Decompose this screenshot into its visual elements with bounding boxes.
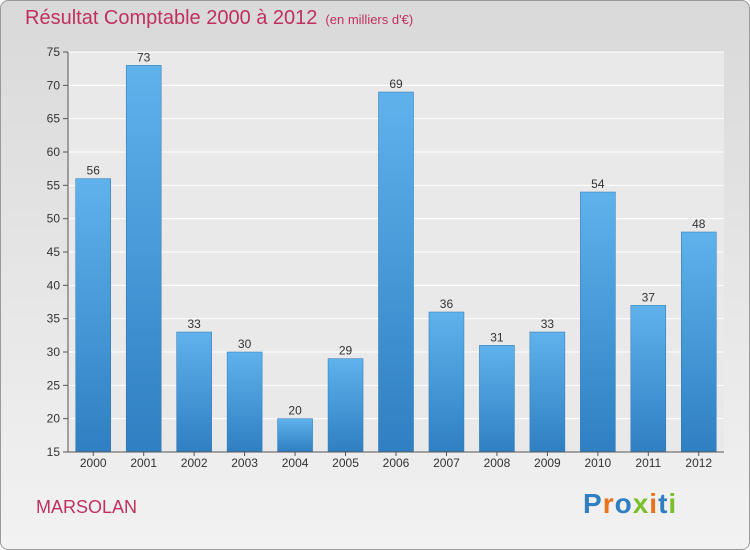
logo-letter: t bbox=[658, 488, 669, 519]
bar bbox=[580, 191, 616, 453]
data-label: 54 bbox=[591, 177, 605, 191]
y-tick-label: 45 bbox=[47, 245, 61, 259]
chart-title: Résultat Comptable 2000 à 2012 (en millie… bbox=[25, 7, 413, 30]
x-tick-label: 2008 bbox=[484, 456, 511, 470]
y-tick-label: 65 bbox=[47, 112, 61, 126]
bar bbox=[529, 331, 566, 453]
x-tick-label: 2007 bbox=[433, 456, 460, 470]
bar bbox=[75, 178, 111, 453]
data-label: 33 bbox=[187, 317, 201, 331]
y-tick-label: 40 bbox=[47, 278, 61, 292]
data-label: 36 bbox=[440, 297, 454, 311]
bar bbox=[479, 345, 515, 453]
x-tick-label: 2011 bbox=[635, 456, 661, 470]
bar bbox=[630, 305, 667, 453]
y-tick-label: 60 bbox=[47, 145, 61, 159]
x-tick-label: 2000 bbox=[80, 456, 107, 470]
chart-title-text: Résultat Comptable 2000 à 2012 bbox=[25, 7, 318, 29]
proxiti-logo[interactable]: Proxiti bbox=[583, 488, 677, 520]
y-tick-label: 30 bbox=[47, 345, 61, 359]
bar bbox=[125, 65, 162, 453]
data-label: 20 bbox=[288, 404, 302, 418]
y-tick-label: 25 bbox=[47, 378, 61, 392]
chart-subtitle: (en milliers d'€) bbox=[325, 12, 414, 27]
bar bbox=[277, 418, 313, 453]
logo-letter: i bbox=[649, 488, 659, 519]
y-tick-label: 20 bbox=[47, 412, 61, 426]
logo-letter: P bbox=[583, 488, 603, 519]
labels: 15 20 25 30 35 40 45 50 55 60 65 70 75 56 2000 73 2001 33… bbox=[47, 45, 713, 470]
logo-letter: x bbox=[632, 488, 650, 519]
data-label: 30 bbox=[238, 337, 252, 351]
y-tick-label: 75 bbox=[47, 45, 61, 59]
data-label: 33 bbox=[541, 317, 555, 331]
x-tick-label: 2001 bbox=[130, 456, 157, 470]
bar bbox=[327, 358, 364, 453]
bar bbox=[176, 331, 212, 453]
data-label: 29 bbox=[339, 344, 353, 358]
bar bbox=[681, 231, 717, 453]
data-label: 56 bbox=[87, 164, 101, 178]
data-label: 31 bbox=[490, 330, 504, 344]
bar bbox=[378, 91, 414, 453]
data-label: 69 bbox=[389, 77, 403, 91]
x-tick-label: 2009 bbox=[534, 456, 561, 470]
x-tick-label: 2004 bbox=[282, 456, 309, 470]
x-tick-label: 2006 bbox=[383, 456, 410, 470]
logo-letter: r bbox=[602, 488, 615, 519]
axes bbox=[63, 51, 724, 456]
bar bbox=[428, 311, 465, 453]
y-tick-label: 50 bbox=[47, 212, 61, 226]
x-tick-label: 2005 bbox=[332, 456, 359, 470]
x-tick-label: 2012 bbox=[685, 456, 712, 470]
commune-name: MARSOLAN bbox=[36, 497, 138, 517]
y-tick-label: 15 bbox=[47, 445, 61, 459]
y-tick-label: 70 bbox=[47, 78, 61, 92]
y-tick-label: 35 bbox=[47, 312, 61, 326]
y-tick-label: 55 bbox=[47, 178, 61, 192]
logo-letter: o bbox=[614, 488, 633, 519]
bar bbox=[226, 351, 263, 453]
x-tick-label: 2002 bbox=[181, 456, 208, 470]
x-tick-label: 2003 bbox=[231, 456, 258, 470]
x-tick-label: 2010 bbox=[584, 456, 611, 470]
data-label: 37 bbox=[642, 290, 656, 304]
data-label: 48 bbox=[692, 217, 706, 231]
bars bbox=[75, 65, 717, 453]
logo-letter: i bbox=[668, 488, 678, 519]
data-label: 73 bbox=[137, 50, 151, 64]
